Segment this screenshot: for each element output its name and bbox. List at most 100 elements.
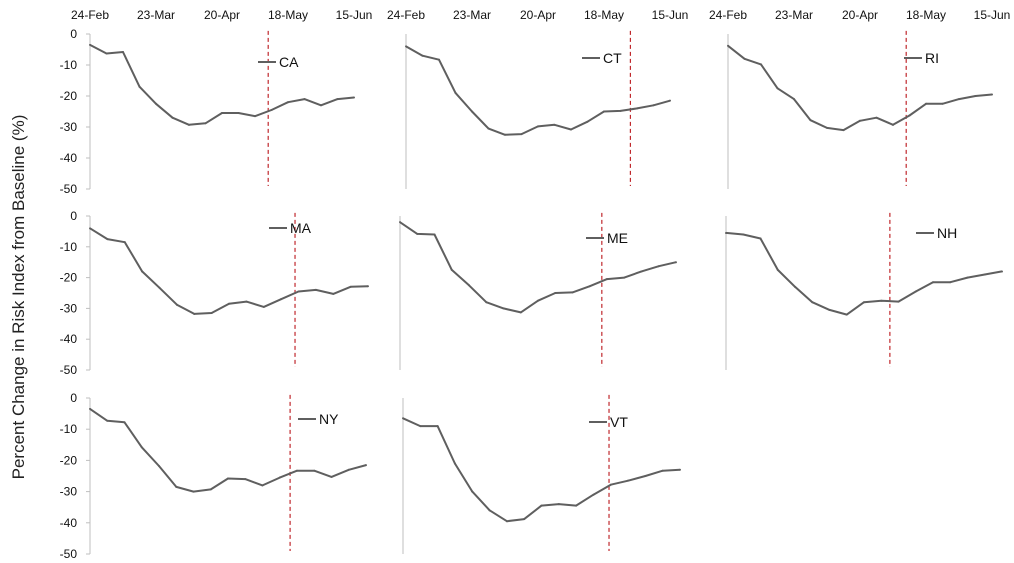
- y-tick-label-ma-5: -50: [60, 363, 78, 377]
- data-point-ma-4: [158, 286, 161, 289]
- y-tick-label-ny-3: -30: [60, 485, 78, 499]
- data-point-me-11: [588, 285, 591, 288]
- data-point-ma-14: [332, 292, 335, 295]
- x-tick-label-ct-3: 18-May: [584, 8, 624, 22]
- x-tick-label-ct-2: 20-Apr: [520, 8, 556, 22]
- data-point-ct-14: [636, 107, 638, 110]
- data-point-vt-4: [471, 490, 474, 493]
- data-point-ct-0: [405, 45, 407, 48]
- series-line-ri: [727, 45, 993, 132]
- data-point-ct-6: [504, 133, 506, 136]
- y-tick-label-ca-3: -30: [60, 120, 78, 134]
- data-point-ny-1: [106, 419, 109, 422]
- data-point-vt-10: [575, 504, 578, 507]
- y-axis-title: Percent Change in Risk Index from Baseli…: [9, 115, 28, 480]
- data-point-nh-7: [845, 313, 848, 316]
- data-point-me-8: [537, 299, 539, 302]
- data-point-ct-1: [421, 54, 424, 57]
- data-point-ma-16: [367, 285, 369, 288]
- data-point-ri-11: [908, 114, 911, 117]
- data-point-ca-13: [303, 98, 306, 101]
- data-point-ma-7: [210, 312, 213, 315]
- y-tick-label-ca-1: -10: [60, 58, 78, 72]
- data-point-ca-12: [287, 101, 289, 104]
- legend-label-ct: CT: [603, 50, 622, 66]
- data-point-nh-6: [828, 308, 831, 311]
- data-point-ca-0: [89, 43, 91, 46]
- data-point-ri-13: [941, 102, 944, 105]
- data-point-vt-11: [592, 493, 595, 496]
- data-point-vt-3: [453, 462, 456, 465]
- data-point-vt-8: [540, 504, 543, 507]
- data-point-ri-2: [760, 63, 762, 66]
- data-point-ri-1: [743, 57, 746, 60]
- data-point-ri-8: [859, 119, 861, 122]
- data-point-ct-15: [652, 104, 655, 107]
- x-tick-label-ca-1: 23-Mar: [137, 8, 175, 22]
- data-point-ma-8: [228, 302, 230, 305]
- data-point-ny-9: [244, 478, 247, 481]
- data-point-ny-2: [123, 421, 126, 424]
- data-point-nh-9: [880, 299, 883, 302]
- data-point-ny-16: [365, 464, 367, 467]
- data-point-ny-6: [192, 490, 195, 493]
- x-tick-label-ct-0: 24-Feb: [387, 8, 425, 22]
- data-point-ca-1: [105, 52, 108, 55]
- y-tick-label-ny-4: -40: [60, 516, 78, 530]
- data-point-ma-0: [89, 227, 91, 230]
- data-point-ca-16: [353, 96, 355, 99]
- data-point-ct-11: [586, 120, 589, 123]
- y-tick-label-ny-1: -10: [60, 422, 78, 436]
- data-point-vt-2: [436, 425, 439, 428]
- legend-label-nh: NH: [937, 225, 957, 241]
- data-point-ct-12: [603, 110, 605, 113]
- data-point-ca-5: [171, 116, 174, 119]
- data-point-me-15: [657, 265, 660, 268]
- data-point-ca-10: [254, 115, 256, 118]
- data-point-ct-8: [537, 125, 539, 128]
- data-point-ca-9: [237, 112, 240, 115]
- data-point-ri-3: [776, 87, 779, 90]
- data-point-ny-11: [278, 476, 281, 479]
- y-tick-label-ma-3: -30: [60, 301, 78, 315]
- data-point-nh-1: [742, 233, 745, 236]
- data-point-ca-15: [336, 98, 339, 101]
- data-point-ny-13: [313, 469, 316, 472]
- panel-me: ME: [399, 212, 677, 370]
- data-point-nh-5: [811, 301, 814, 304]
- data-point-vt-5: [488, 509, 491, 512]
- data-point-ri-15: [974, 95, 977, 97]
- x-tick-label-ca-3: 18-May: [268, 8, 308, 22]
- data-point-nh-14: [966, 276, 969, 279]
- data-point-ca-2: [122, 50, 124, 53]
- data-point-ct-3: [454, 91, 457, 94]
- data-point-ca-4: [155, 102, 157, 105]
- data-point-ny-12: [296, 469, 298, 472]
- x-tick-label-ri-4: 15-Jun: [974, 8, 1011, 22]
- data-point-vt-15: [661, 469, 664, 472]
- data-point-ma-15: [349, 285, 352, 288]
- x-tick-label-ca-0: 24-Feb: [71, 8, 109, 22]
- data-point-me-14: [640, 270, 643, 273]
- data-point-me-10: [571, 291, 574, 294]
- data-point-nh-3: [776, 268, 779, 271]
- data-point-vt-16: [679, 468, 681, 471]
- data-point-nh-10: [897, 300, 900, 303]
- data-point-ny-7: [209, 488, 212, 491]
- y-tick-label-ca-0: 0: [70, 27, 77, 41]
- y-tick-label-ma-4: -40: [60, 332, 78, 346]
- data-point-ma-5: [175, 303, 178, 306]
- data-point-ny-4: [158, 465, 160, 468]
- y-tick-label-ca-4: -40: [60, 151, 78, 165]
- data-point-vt-12: [609, 483, 612, 486]
- data-point-ri-5: [809, 119, 812, 122]
- data-point-ma-12: [297, 290, 300, 293]
- data-point-me-12: [606, 278, 608, 281]
- data-point-vt-6: [505, 520, 508, 523]
- data-point-ca-14: [320, 104, 322, 107]
- data-point-me-3: [450, 268, 453, 271]
- panel-ct: 24-Feb 23-Mar 20-Apr 18-May 15-Jun CT: [387, 8, 688, 189]
- data-point-me-5: [485, 301, 488, 304]
- data-point-ca-7: [204, 122, 207, 125]
- data-point-ri-14: [958, 98, 960, 101]
